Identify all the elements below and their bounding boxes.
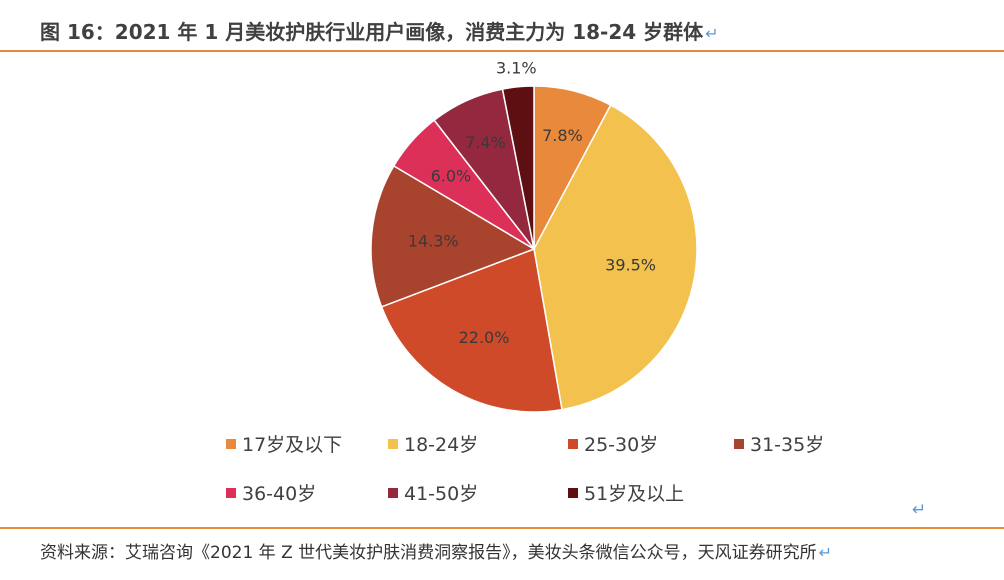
legend-swatch (734, 439, 744, 449)
source-divider (0, 527, 1004, 529)
legend-swatch (226, 439, 236, 449)
paragraph-mark-icon: ↵ (705, 24, 719, 43)
slice-value-label: 22.0% (459, 328, 510, 347)
legend-swatch (568, 488, 578, 498)
legend-label: 25-30岁 (584, 434, 658, 456)
slice-value-label: 7.8% (542, 126, 583, 145)
legend-label: 18-24岁 (404, 434, 478, 456)
source-note: 资料来源：艾瑞咨询《2021 年 Z 世代美妆护肤消费洞察报告》，美妆头条微信公… (40, 538, 832, 563)
legend-swatch (388, 488, 398, 498)
legend-swatch (226, 488, 236, 498)
slice-value-label: 39.5% (605, 255, 656, 274)
paragraph-mark-icon: ↵ (912, 500, 927, 520)
figure-title-text: 图 16：2021 年 1 月美妆护肤行业用户画像，消费主力为 18-24 岁群… (40, 20, 704, 44)
title-divider (0, 50, 1004, 52)
legend-swatch (568, 439, 578, 449)
pie-slice-7 (501, 85, 535, 250)
pie-chart: 7.8% 39.5% 22.0% 14.3% 6.0% 7.4% 3.1% 17岁及以下 18… (226, 58, 824, 505)
legend-label: 51岁及以上 (584, 483, 684, 505)
pie-slices (370, 85, 698, 413)
source-text: 资料来源：艾瑞咨询《2021 年 Z 世代美妆护肤消费洞察报告》，美妆头条微信公… (40, 543, 817, 563)
pie-slice-2 (533, 104, 698, 411)
figure-title: 图 16：2021 年 1 月美妆护肤行业用户画像，消费主力为 18-24 岁群… (40, 16, 719, 45)
slice-value-label: 3.1% (496, 58, 537, 77)
pie-slice-4 (370, 164, 536, 308)
slice-value-label: 7.4% (465, 133, 506, 152)
paragraph-mark-icon: ↵ (818, 543, 833, 562)
legend-label: 31-35岁 (750, 434, 824, 456)
slice-value-label: 14.3% (408, 231, 459, 250)
slice-value-label: 6.0% (431, 167, 472, 186)
legend-label: 36-40岁 (242, 483, 316, 505)
legend-label: 17岁及以下 (242, 434, 342, 456)
legend-label: 41-50岁 (404, 483, 478, 505)
pie-value-labels: 7.8% 39.5% 22.0% 14.3% 6.0% 7.4% 3.1% (408, 58, 656, 347)
legend-swatch (388, 439, 398, 449)
chart-legend: 17岁及以下 18-24岁 25-30岁 31-35岁 36-40岁 41-50岁 51岁及… (226, 434, 824, 505)
